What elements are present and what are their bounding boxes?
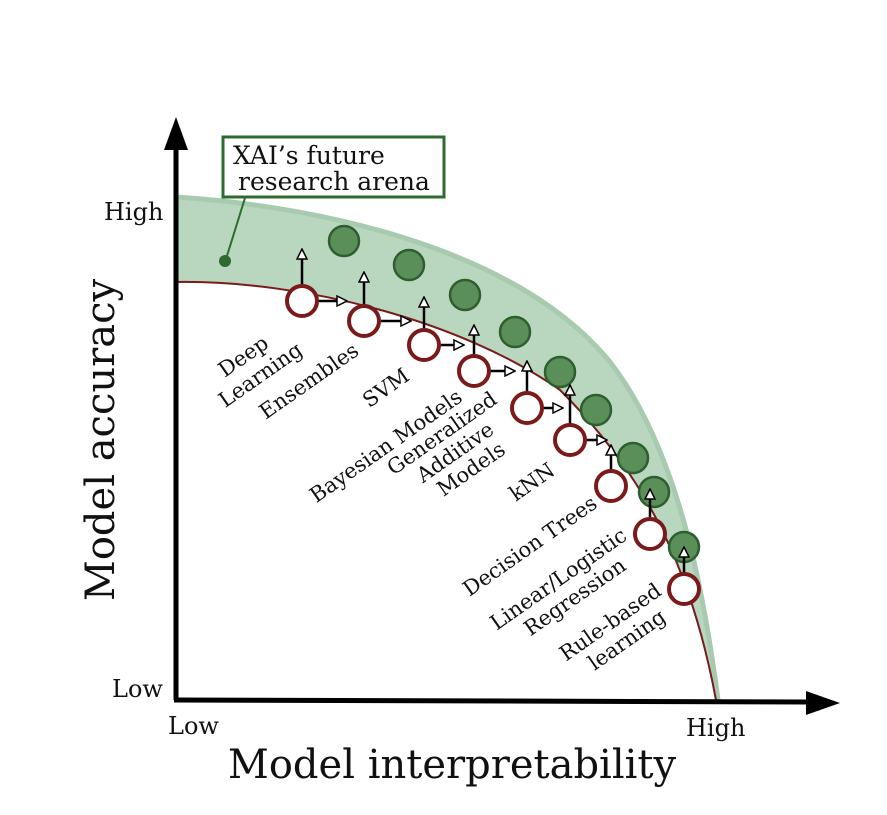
improvement-arrows [302,250,684,573]
model-point [407,328,441,362]
model-points [285,284,701,606]
y-low-label: Low [112,675,163,703]
model-point [553,423,587,457]
model-point [347,304,381,338]
future-point [637,475,671,509]
callout-leader-dot [219,255,231,267]
model-label-svm: SVM [358,364,414,413]
y-axis-title: Model accuracy [78,279,124,602]
model-point [667,572,701,606]
x-high-label: High [686,714,745,742]
x-axis-title: Model interpretability [228,742,677,788]
x-axis-arrowhead [806,691,840,715]
callout-leader-line [225,197,246,260]
future-point [448,278,482,312]
x-low-label: Low [168,712,219,740]
model-label-knn: kNN [505,458,559,506]
x-axis [173,697,809,705]
callout-line-2: research arena [238,167,430,196]
model-point [285,284,319,318]
model-point [633,517,667,551]
future-point [616,441,650,475]
model-point [594,469,628,503]
future-point [498,315,532,349]
future-point [579,393,613,427]
model-point [457,354,491,388]
y-axis-arrowhead [164,117,188,150]
callout-box [221,135,446,199]
future-point [392,248,426,282]
y-high-label: High [104,198,163,226]
callout-line-1: XAI’s future [233,141,385,170]
model-point [510,391,544,425]
future-point [327,224,361,258]
future-point [543,355,577,389]
